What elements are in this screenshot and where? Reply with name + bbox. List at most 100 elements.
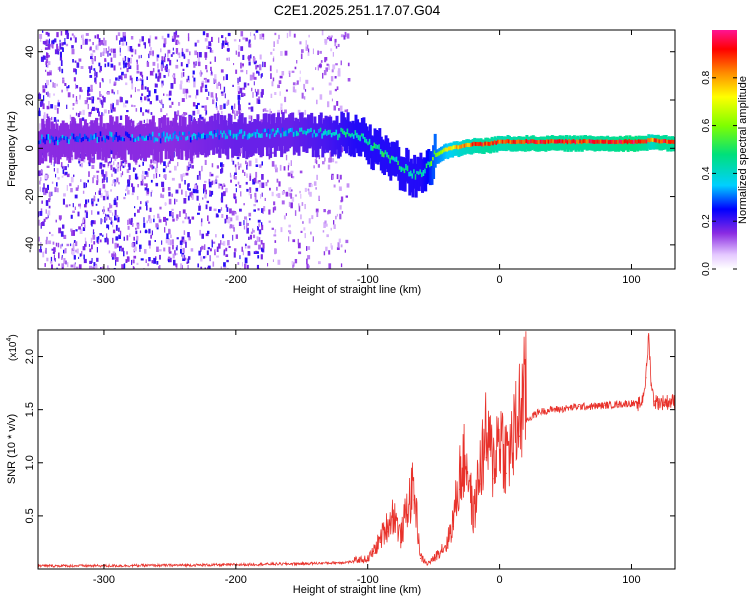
spectrogram-noise-cell (94, 70, 96, 77)
spectrogram-noise-cell (324, 157, 326, 162)
spectrogram-noise-cell (196, 185, 199, 190)
spectrogram-ridge-cell (588, 139, 592, 144)
spectrogram-noise-cell (284, 109, 287, 114)
spectrogram-noise-cell (159, 265, 161, 269)
spectrogram-ridge-cell (376, 145, 380, 149)
spectrogram-noise-cell (84, 224, 86, 229)
spectrogram-noise-cell (45, 217, 48, 220)
spectrogram-ridge-cell (664, 139, 668, 143)
spectrogram-ridge-halo (136, 125, 140, 160)
spectrogram-ridge-cell (352, 134, 356, 139)
spectrogram-noise-cell (266, 268, 269, 269)
spectrogram-noise-cell (78, 58, 82, 62)
spectrogram-ridge-halo (603, 136, 606, 152)
spectrogram-ridge-cell (163, 131, 166, 137)
snr-data-point (452, 525, 454, 528)
spectrogram-ridge-cell (500, 139, 503, 144)
spectrogram-noise-cell (63, 234, 67, 239)
spectrogram-ridge-halo (580, 137, 584, 152)
spectrogram-ridge-cell (256, 129, 259, 134)
spectrogram-ridge-halo (333, 120, 337, 155)
spectrogram-noise-cell (62, 77, 65, 80)
spectrogram-ridge-cell (148, 133, 152, 137)
spectrogram-noise-cell (223, 76, 225, 81)
spectrogram-ridge-halo (321, 123, 325, 158)
spectrogram-ridge-cell (106, 135, 109, 139)
spectrogram-noise-cell (59, 57, 63, 61)
spectrogram-noise-cell (204, 244, 206, 250)
spectrogram-ridge-cell (156, 138, 160, 142)
spectrogram-noise-cell (181, 48, 184, 54)
spectrogram-noise-cell (234, 164, 237, 168)
spectrogram-noise-cell (237, 100, 240, 105)
snr-data-point (386, 531, 389, 533)
spectrogram-noise-cell (253, 57, 256, 62)
spectrogram-ridge-halo (650, 134, 654, 149)
spectrogram-noise-cell (203, 188, 205, 194)
spectrogram-ridge-cell (189, 137, 193, 143)
spectrogram-noise-cell (254, 241, 258, 246)
spectrogram-noise-cell (274, 240, 277, 243)
spectrogram-ridge-cell (169, 134, 172, 140)
spectrogram-noise-cell (179, 240, 183, 245)
spectrogram-noise-cell (88, 160, 91, 167)
spectrogram-noise-cell (215, 93, 217, 99)
spectrogram-noise-cell (166, 218, 169, 221)
spectrogram-noise-cell (141, 93, 144, 96)
spectrogram-noise-cell (146, 95, 150, 98)
spectrogram-noise-cell (179, 211, 181, 217)
spectrogram-noise-cell (172, 214, 174, 219)
spectrogram-noise-cell (243, 220, 245, 226)
spectrogram-noise-cell (44, 120, 46, 126)
spectrogram-ridge-cell (408, 171, 411, 177)
spectrogram-noise-cell (85, 33, 89, 36)
spectrogram-noise-cell (239, 76, 241, 82)
spectrogram-noise-cell (87, 86, 90, 92)
spectrogram-noise-cell (74, 206, 76, 210)
snr-data-point (492, 478, 494, 480)
spectrogram-ridge-cell (120, 137, 123, 141)
spectrogram-noise-cell (93, 68, 96, 71)
spectrogram-noise-cell (255, 30, 259, 33)
spectrogram-noise-cell (106, 239, 109, 245)
spectrogram-noise-cell (323, 118, 326, 121)
spectrogram-noise-cell (277, 194, 280, 197)
spectrogram-noise-cell (144, 176, 146, 180)
spectrogram-noise-cell (182, 88, 186, 94)
spectrogram-ridge-cell (137, 136, 141, 141)
spectrogram-noise-cell (261, 192, 263, 197)
spectrogram-noise-cell (46, 113, 49, 119)
spectrogram-noise-cell (260, 194, 262, 199)
spectrogram-ridge-cell (409, 170, 413, 177)
spectrogram-ridge-cell (193, 133, 196, 137)
spectrogram-ridge-cell (470, 143, 473, 147)
spectrogram-ridge-cell (102, 135, 106, 140)
spectrogram-ridge-cell (435, 153, 438, 157)
spectrogram-noise-cell (66, 156, 68, 161)
spectrogram-noise-cell (265, 182, 268, 187)
spectrogram-ridge-halo (303, 117, 307, 152)
spectrogram-noise-cell (334, 76, 337, 79)
spectrogram-noise-cell (171, 101, 174, 105)
spectrogram-noise-cell (317, 50, 319, 55)
spectrogram-noise-cell (140, 98, 143, 103)
spectrogram-noise-cell (256, 264, 259, 269)
spectrogram-ridge-cell (433, 150, 437, 155)
spectrogram-noise-cell (269, 187, 271, 191)
spectrogram-noise-cell (82, 39, 85, 45)
spectrogram-ridge-cell (631, 139, 634, 144)
spectrogram-noise-cell (96, 175, 99, 180)
spectrogram-ridge-cell (457, 145, 460, 150)
spectrogram-noise-cell (65, 171, 68, 175)
spectrogram-noise-cell (172, 244, 174, 250)
spectrogram-noise-cell (124, 162, 126, 168)
spectrogram-noise-cell (345, 239, 349, 244)
spectrogram-noise-cell (169, 105, 172, 108)
spectrogram-noise-cell (262, 109, 264, 112)
spectrogram-ridge-halo (367, 130, 371, 165)
spectrogram-noise-cell (299, 70, 301, 74)
spectrogram-noise-cell (153, 173, 155, 179)
spectrogram-noise-cell (155, 95, 159, 101)
spectrogram-noise-cell (61, 175, 64, 178)
spectrogram-noise-cell (325, 246, 328, 252)
